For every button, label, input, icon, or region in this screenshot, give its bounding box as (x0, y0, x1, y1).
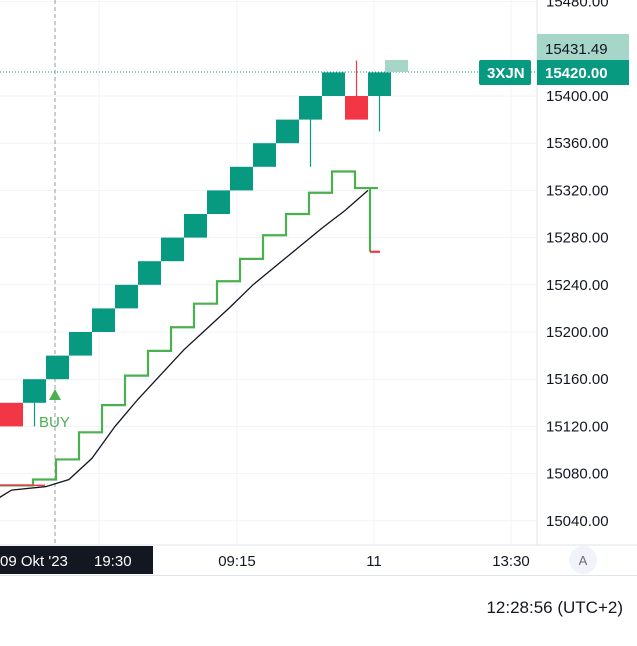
price-tick-label: 15120.00 (546, 418, 609, 435)
auto-scale-button[interactable]: A (569, 546, 597, 574)
crosshair-date: 09 Okt '23 (0, 553, 68, 570)
up-brick (46, 355, 69, 380)
ghost-brick (385, 60, 408, 72)
time-tick-label: 09:15 (218, 553, 256, 570)
moving-average-line (0, 189, 369, 498)
stepped-indicator-line (0, 170, 380, 487)
up-brick (92, 308, 115, 332)
renko-chart[interactable]: BUY 15480.00 15400.00 15360.00 15320.00 1528… (0, 0, 637, 575)
current-price-value: 15420.00 (545, 65, 608, 82)
up-brick (69, 332, 92, 356)
up-brick (230, 166, 253, 191)
up-brick (276, 119, 299, 144)
up-brick (23, 379, 46, 403)
time-tick-label: 13:30 (492, 553, 530, 570)
top-price-tag: 15431.49 (537, 34, 629, 62)
price-tick-label: 15040.00 (546, 513, 609, 530)
price-tick-label: 15240.00 (546, 277, 609, 294)
ma-polyline (0, 189, 369, 498)
up-brick (368, 72, 391, 96)
up-brick (161, 237, 184, 262)
price-tick-label: 15320.00 (546, 182, 609, 199)
crosshair-time-label: 09 Okt '23 19:30 (0, 546, 153, 574)
price-tick-label: 15080.00 (546, 466, 609, 483)
up-brick (299, 96, 322, 120)
crosshair-time: 19:30 (94, 553, 132, 570)
down-brick (345, 96, 368, 120)
up-brick (322, 72, 345, 96)
buy-label: BUY (39, 414, 70, 431)
time-axis[interactable]: 09:15 11 13:30 (218, 553, 530, 570)
price-tick-label: 15480.00 (546, 0, 609, 11)
clock-timezone[interactable]: 12:28:56 (UTC+2) (486, 598, 623, 617)
current-price-tag: 15420.00 (537, 60, 629, 85)
up-brick (207, 190, 230, 214)
up-brick (115, 284, 138, 309)
brick-wicks (33, 60, 381, 427)
symbol-tag: 3XJN (479, 60, 531, 85)
grid-lines (0, 0, 637, 546)
price-tick-label: 15200.00 (546, 324, 609, 341)
price-tick-label: 15400.00 (546, 88, 609, 105)
up-brick (253, 143, 276, 167)
symbol-name: 3XJN (487, 65, 525, 82)
top-price-value: 15431.49 (545, 41, 608, 58)
price-tick-label: 15280.00 (546, 230, 609, 247)
bottom-toolbar: 12:28:56 (UTC+2) (0, 575, 637, 646)
time-tick-label: 11 (366, 553, 382, 570)
price-tick-label: 15160.00 (546, 371, 609, 388)
up-brick (138, 261, 161, 285)
buy-triangle-icon (49, 389, 61, 400)
stepped-path (0, 170, 378, 487)
buy-signal: BUY (39, 389, 70, 431)
price-axis[interactable]: 15480.00 15400.00 15360.00 15320.00 15280.00… (546, 0, 609, 530)
price-tick-label: 15360.00 (546, 135, 609, 152)
down-brick (0, 402, 23, 427)
up-brick (184, 214, 207, 238)
renko-bricks (0, 72, 391, 427)
